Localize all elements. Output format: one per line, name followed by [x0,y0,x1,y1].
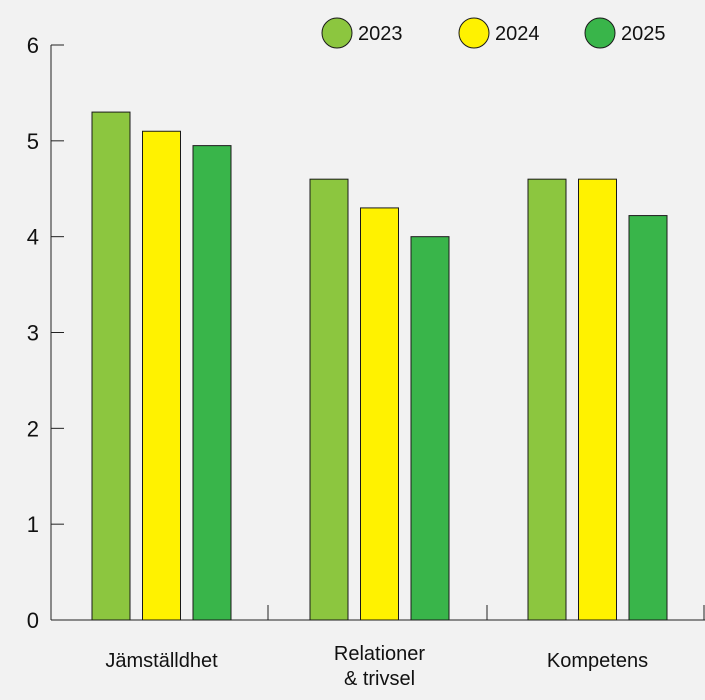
legend-swatch-2025 [584,17,616,49]
bar-2023 [527,178,567,621]
y-tick-label: 0 [27,608,39,633]
y-tick-label: 3 [27,321,39,346]
legend-swatch-2024 [458,17,490,49]
legend: 2023 2024 2025 [321,17,666,49]
bar-2025 [628,215,668,621]
bar-2024 [142,130,181,621]
y-tick-label: 2 [27,416,39,441]
y-tick-label: 1 [27,512,39,537]
bar-2025 [410,236,450,621]
bar-2025 [192,145,232,621]
bar-2024 [578,178,617,621]
legend-label-2024: 2024 [495,23,540,45]
bar-2024 [360,207,399,621]
legend-label-2025: 2025 [621,23,666,45]
category-label: Relationer & trivsel [334,643,426,690]
category-label: Jämställdhet [105,650,218,672]
category-label: Kompetens [547,650,648,672]
legend-label-2023: 2023 [358,23,403,45]
legend-swatch-2023 [321,17,353,49]
bar-2023 [91,111,131,621]
bars [91,111,668,621]
y-tick-label: 4 [27,225,39,250]
axes: 0 1 2 3 4 5 6 Jämställdhet Relationer & trivsel Ko… [27,33,705,690]
y-tick-label: 5 [27,129,39,154]
bar-2023 [309,178,349,621]
y-tick-label: 6 [27,33,39,58]
